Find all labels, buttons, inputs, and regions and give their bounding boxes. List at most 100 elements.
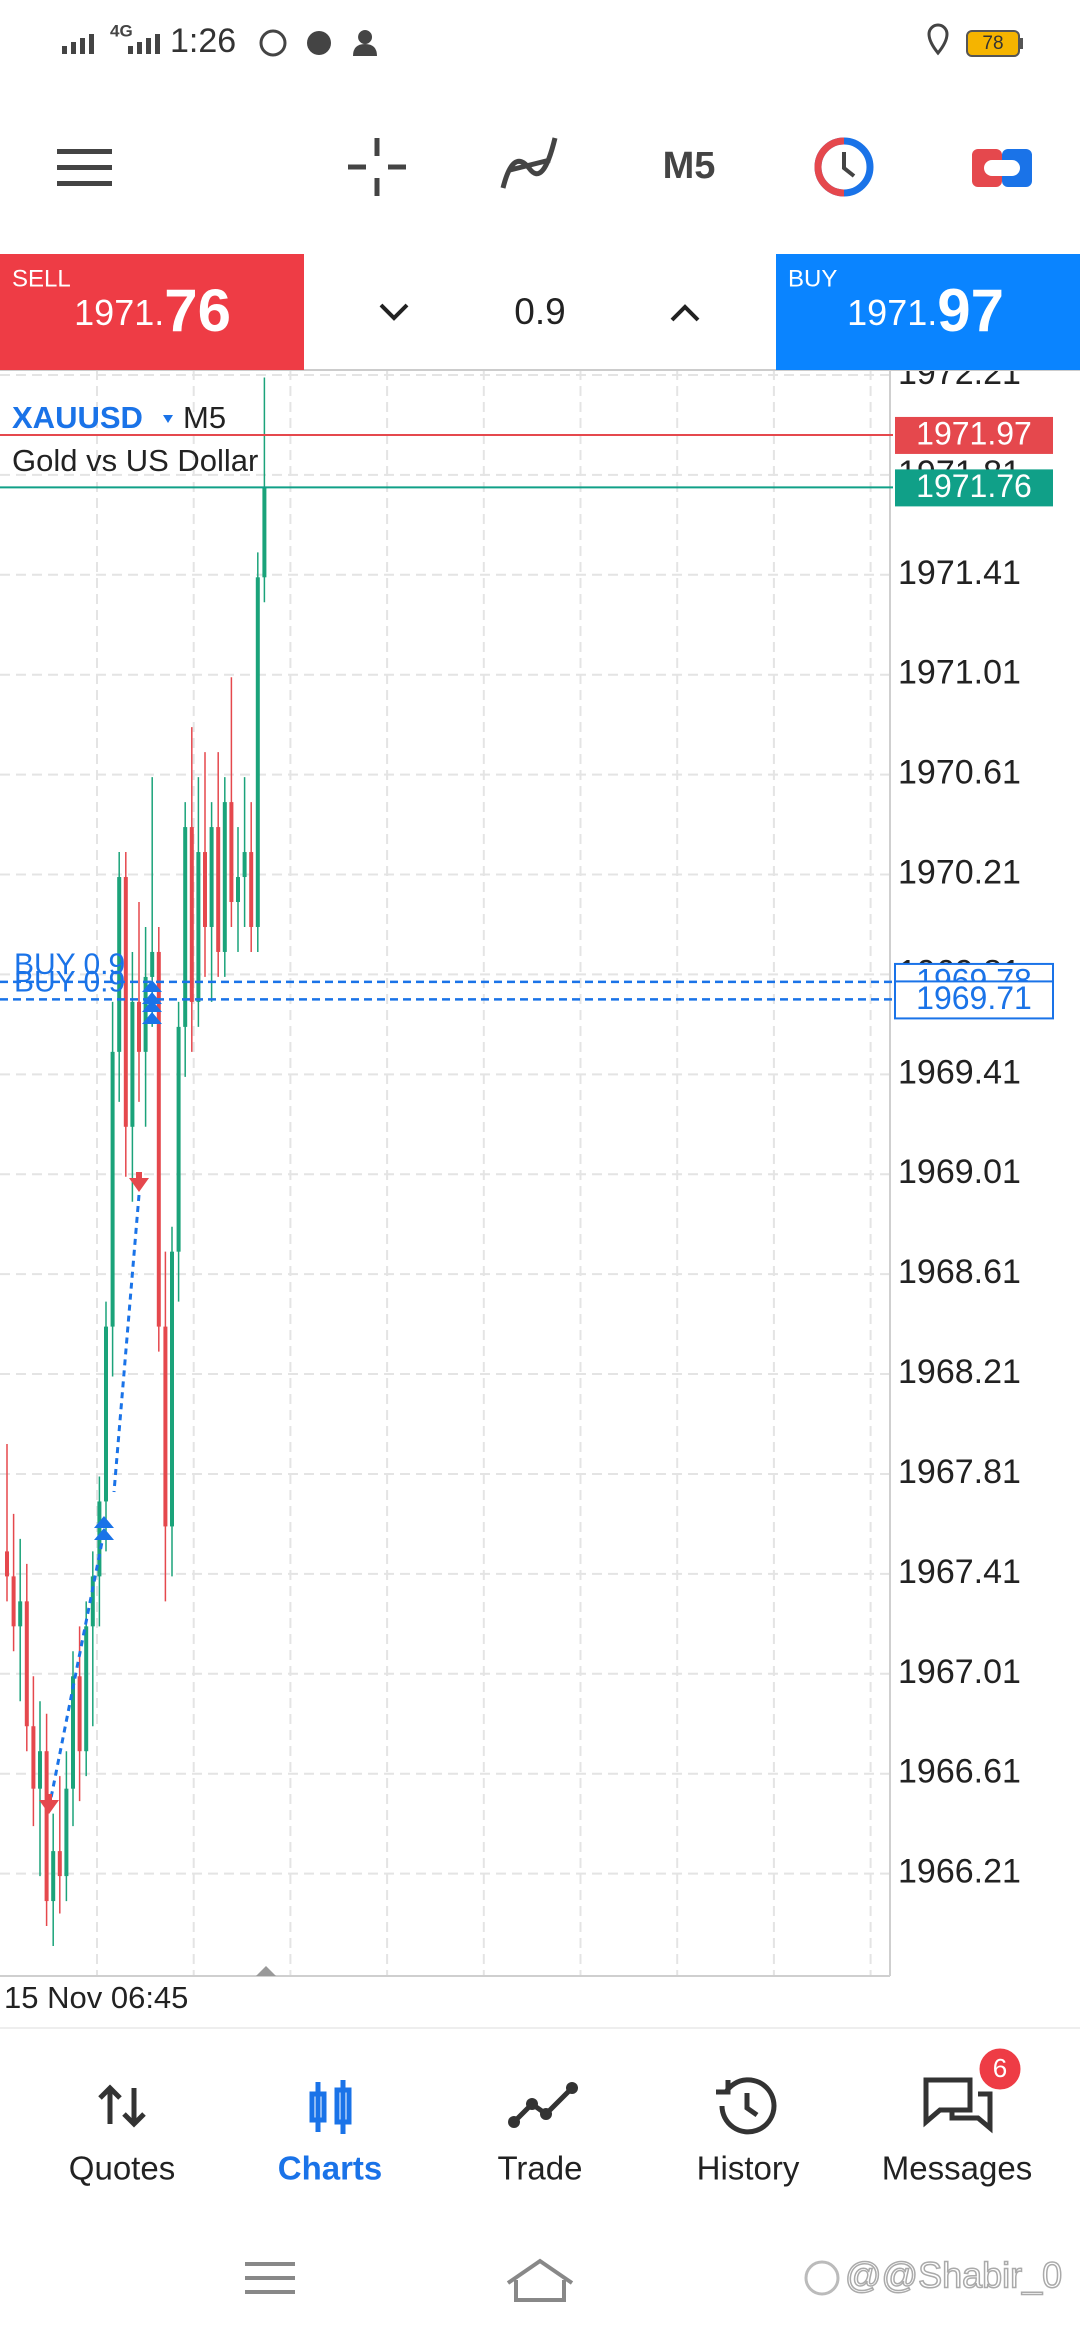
trade-icon[interactable]: [508, 2082, 578, 2128]
sell-price-suffix: 76: [164, 277, 231, 344]
watermark: @@Shabir_0: [845, 2255, 1062, 2296]
one-click-trading-button[interactable]: [842, 152, 856, 178]
volume-increase[interactable]: [670, 304, 700, 322]
y-tick-label: 1967.01: [898, 1653, 1021, 1691]
timeframe-button[interactable]: M5: [663, 145, 716, 187]
candle-body: [209, 827, 214, 927]
candle-body: [5, 1551, 9, 1577]
system-home-button[interactable]: [506, 2258, 574, 2302]
y-tick-label: 1971.41: [898, 554, 1021, 592]
history-icon[interactable]: [716, 2077, 777, 2135]
candle-body: [130, 1001, 135, 1127]
sell-arrow: [39, 1800, 59, 1814]
y-tick-label: 1968.21: [898, 1353, 1021, 1391]
bid-label: 1971.76: [916, 468, 1032, 504]
buy-arrow: [94, 1516, 114, 1540]
candle-body: [255, 577, 260, 927]
one-click-trading-button[interactable]: [814, 137, 845, 197]
y-tick-label: 1967.41: [898, 1553, 1021, 1591]
candle-body: [18, 1601, 23, 1627]
y-tick-label: 1970.61: [898, 754, 1021, 792]
status-bar: [0, 0, 1080, 90]
buy-price: 1971.97: [847, 277, 1004, 344]
bid-label-box: [895, 469, 1053, 507]
candle-body: [163, 1326, 168, 1527]
time-axis: [0, 1978, 1080, 2028]
signal-icon: [62, 34, 160, 54]
sell-arrow: [136, 1172, 142, 1180]
charts-icon[interactable]: [309, 2080, 352, 2134]
candle-body: [44, 1751, 49, 1902]
candle-body: [242, 852, 247, 878]
nav-label[interactable]: History: [697, 2150, 800, 2187]
candle-body: [189, 827, 194, 1002]
candle-body: [196, 852, 201, 1002]
volume[interactable]: 0.9: [514, 291, 565, 332]
badge-count: 6: [993, 2053, 1007, 2083]
quotes-icon[interactable]: [98, 2084, 146, 2128]
buy-price-suffix: 97: [937, 277, 1004, 344]
chart-timeframe: M5: [183, 400, 226, 435]
candle-body: [183, 827, 188, 1027]
symbol[interactable]: XAUUSD: [12, 400, 143, 435]
candle-body: [77, 1676, 82, 1752]
candle-body: [64, 1788, 69, 1877]
clock: 1:26: [170, 22, 236, 60]
candle-body: [150, 951, 155, 977]
candle-body: [156, 951, 161, 1327]
crosshair-button[interactable]: [348, 138, 406, 196]
candle-body: [84, 1626, 89, 1752]
candle-body: [170, 1251, 174, 1527]
y-tick-label: 1971.01: [898, 654, 1021, 692]
user-icon: [353, 30, 377, 56]
bottom-nav: [0, 2028, 1080, 2233]
buy-button[interactable]: [776, 254, 1080, 370]
candle-body: [137, 1001, 141, 1052]
trade-link: [112, 1194, 141, 1493]
location-icon: [927, 23, 949, 56]
position-label: BUY 0.9: [14, 948, 125, 981]
trade-link: [47, 1531, 106, 1809]
buy-label: BUY: [788, 265, 837, 292]
system-nav: [0, 2233, 1080, 2340]
y-tick-label: 1970.21: [898, 854, 1021, 892]
candle-body: [71, 1676, 75, 1789]
ask-label-box: [895, 416, 1053, 454]
y-tick-label: 1969.41: [898, 1053, 1021, 1091]
y-tick-label: 1966.21: [898, 1853, 1021, 1891]
y-tick-label: 1969.01: [898, 1153, 1021, 1191]
whatsapp-icon: [259, 29, 287, 57]
watermark-logo: [804, 2260, 840, 2296]
y-tick-label: 1966.61: [898, 1753, 1021, 1791]
volume-decrease[interactable]: [379, 303, 409, 321]
candle-body: [203, 852, 207, 927]
buy-price-prefix: 1971.: [847, 292, 937, 333]
candle-body: [11, 1576, 16, 1627]
candle-body: [229, 802, 234, 903]
sell-arrow: [129, 1178, 149, 1192]
menu-button[interactable]: [57, 149, 112, 186]
candle-body: [31, 1726, 36, 1789]
trade-icon[interactable]: [512, 2086, 574, 2124]
candle-body: [176, 1026, 181, 1252]
candle-body: [249, 852, 254, 927]
nav-icons: 6: [98, 2045, 1024, 2135]
messages-icon[interactable]: [923, 2077, 993, 2134]
badge: [976, 2045, 1024, 2093]
nav-label[interactable]: Messages: [882, 2150, 1032, 2187]
trade-button[interactable]: [984, 160, 1020, 176]
messenger-icon: [307, 31, 331, 55]
nav-label[interactable]: Charts: [278, 2150, 383, 2187]
nav-label[interactable]: Trade: [498, 2150, 583, 2187]
symbol-dropdown-icon[interactable]: [163, 415, 173, 423]
y-tick-label: 1967.81: [898, 1453, 1021, 1491]
indicators-button[interactable]: [500, 137, 558, 189]
candle-body: [24, 1601, 29, 1727]
nav-label[interactable]: Quotes: [69, 2150, 175, 2187]
time-label: 15 Nov 06:45: [4, 1980, 188, 2015]
system-menu-button[interactable]: [245, 2262, 295, 2294]
sell-button[interactable]: [0, 254, 304, 370]
candle-body: [236, 877, 240, 903]
